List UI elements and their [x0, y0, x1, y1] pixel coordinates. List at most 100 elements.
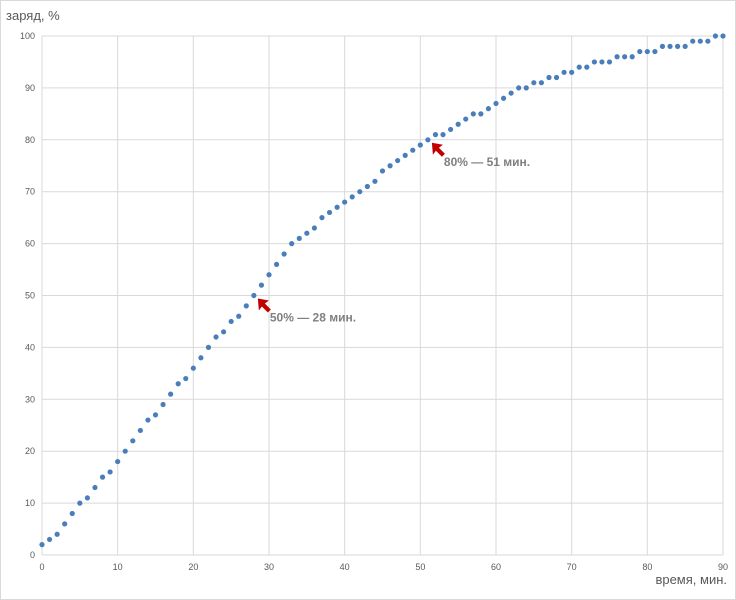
data-point — [697, 38, 703, 44]
x-tick-label: 70 — [567, 562, 577, 572]
y-tick-label: 50 — [25, 291, 35, 301]
data-points — [39, 33, 726, 548]
data-point — [569, 69, 575, 75]
data-point — [410, 147, 416, 153]
data-point — [349, 194, 355, 200]
data-point — [470, 111, 476, 117]
data-point — [712, 33, 719, 39]
data-point — [622, 54, 628, 60]
data-point — [175, 381, 181, 387]
y-tick-label: 20 — [25, 446, 35, 456]
data-point — [39, 542, 45, 548]
data-point — [107, 469, 113, 475]
data-point — [92, 484, 98, 491]
x-tick-label: 90 — [718, 562, 728, 572]
data-point — [364, 183, 370, 190]
x-tick-label: 80 — [642, 562, 652, 572]
grid-lines — [41, 35, 724, 556]
data-point — [137, 427, 143, 434]
data-point — [213, 334, 219, 340]
data-point — [258, 282, 265, 288]
data-point — [448, 126, 454, 133]
data-point — [659, 43, 666, 49]
data-point — [319, 215, 325, 221]
data-point — [326, 209, 333, 216]
data-point — [500, 95, 507, 101]
data-point — [675, 43, 681, 49]
data-point — [553, 74, 560, 81]
data-point — [667, 43, 673, 49]
data-point — [637, 48, 643, 55]
data-point — [334, 204, 340, 210]
y-tick-label: 100 — [20, 31, 35, 41]
data-point — [538, 80, 545, 86]
data-point — [599, 59, 605, 65]
data-point — [130, 438, 136, 444]
data-point — [228, 318, 234, 325]
data-point — [516, 85, 522, 91]
data-point — [342, 199, 348, 205]
data-point — [115, 458, 121, 465]
data-point — [402, 152, 408, 158]
y-tick-labels: 0 10 20 30 40 50 60 70 80 90 100 — [20, 31, 35, 560]
data-point — [205, 344, 212, 350]
data-point — [614, 54, 620, 60]
x-axis-title: время, мин. — [655, 572, 727, 587]
y-tick-label: 0 — [30, 550, 35, 560]
x-tick-label: 0 — [39, 562, 44, 572]
data-point — [243, 303, 249, 309]
x-tick-label: 20 — [188, 562, 198, 572]
data-point — [251, 292, 257, 299]
data-point — [508, 90, 514, 96]
data-point — [372, 178, 378, 184]
annotation-label: 50% — 28 мин. — [270, 311, 356, 325]
data-point — [311, 225, 317, 231]
data-point — [629, 54, 635, 60]
data-point — [281, 251, 287, 257]
y-tick-label: 30 — [25, 394, 35, 404]
data-point — [77, 500, 83, 506]
data-point — [62, 521, 68, 527]
y-tick-label: 40 — [25, 342, 35, 352]
data-point — [379, 168, 386, 174]
data-point — [644, 48, 650, 55]
data-point — [236, 313, 242, 319]
x-tick-label: 50 — [415, 562, 425, 572]
data-point — [561, 69, 567, 75]
y-tick-label: 70 — [25, 187, 35, 197]
data-point — [266, 272, 272, 278]
data-point — [705, 38, 711, 44]
annotation-arrow — [431, 142, 445, 157]
data-point — [432, 132, 439, 138]
data-point — [493, 100, 499, 107]
y-tick-label: 10 — [25, 498, 35, 508]
data-point — [455, 121, 461, 127]
data-point — [122, 448, 128, 454]
data-point — [221, 329, 227, 335]
data-point — [690, 38, 696, 44]
data-point — [463, 116, 469, 122]
data-point — [395, 157, 401, 164]
data-point — [531, 80, 537, 86]
x-tick-label: 40 — [340, 562, 350, 572]
data-point — [46, 536, 53, 543]
data-point — [584, 64, 590, 70]
data-point — [546, 74, 552, 81]
data-point — [576, 64, 582, 70]
data-point — [190, 365, 196, 371]
data-point — [160, 401, 166, 408]
data-point — [720, 33, 726, 39]
data-point — [99, 474, 106, 480]
data-point — [152, 412, 159, 418]
y-axis-title: заряд, % — [6, 8, 60, 23]
data-point — [440, 132, 446, 138]
data-point — [523, 85, 529, 91]
data-point — [591, 59, 597, 65]
annotation-arrow — [257, 298, 271, 313]
x-tick-label: 60 — [491, 562, 501, 572]
annotations: 50% — 28 мин. 80% — 51 мин. — [257, 142, 530, 325]
y-tick-label: 80 — [25, 135, 35, 145]
data-point — [289, 241, 295, 247]
